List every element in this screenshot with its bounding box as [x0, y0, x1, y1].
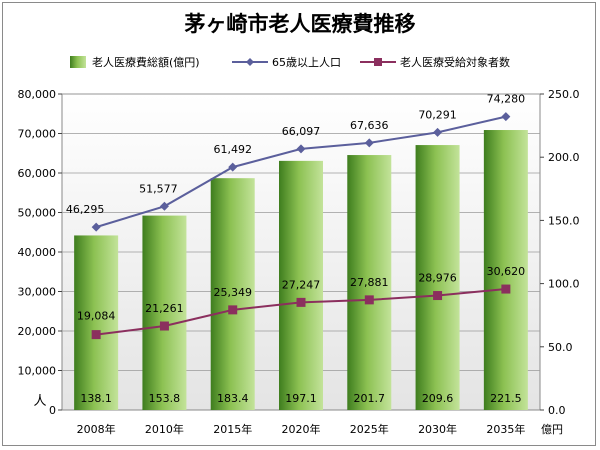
line-data-label: 27,247 [282, 278, 321, 291]
line-point [501, 112, 511, 122]
line-data-label: 70,291 [418, 108, 457, 121]
line-data-label: 61,492 [213, 143, 252, 156]
line-point [159, 201, 169, 211]
x-tick-label: 2030年 [418, 422, 457, 436]
legend-marker [374, 58, 382, 66]
line-point [433, 291, 443, 301]
right-tick-label: 250.0 [548, 88, 580, 101]
bar [142, 215, 187, 410]
left-tick-label: 0 [49, 404, 56, 417]
line-data-label: 74,280 [487, 93, 526, 106]
left-tick-label: 10,000 [18, 365, 57, 378]
legend-label: 老人医療受給対象者数 [400, 55, 510, 69]
x-tick-label: 2025年 [350, 422, 389, 436]
line-point [91, 330, 101, 340]
right-axis-unit: 億円 [541, 423, 563, 436]
right-tick-label: 0.0 [548, 404, 566, 417]
x-tick-label: 2020年 [282, 422, 321, 436]
line-point [364, 138, 374, 148]
line-point [433, 127, 443, 137]
line-point [159, 321, 169, 331]
bar-series: 138.1 153.8 183.4 197.1 201.7 209.6 221.5 [74, 130, 528, 411]
right-tick-label: 200.0 [548, 151, 580, 164]
bar-data-label: 209.6 [422, 392, 454, 405]
bar-data-label: 138.1 [80, 392, 112, 405]
bar [279, 160, 323, 410]
left-tick-label: 40,000 [18, 246, 57, 259]
line-data-label: 66,097 [282, 125, 321, 138]
right-tick-label: 50.0 [548, 341, 573, 354]
bar-data-label: 201.7 [354, 392, 386, 405]
line-point [296, 144, 306, 154]
right-tick-label: 150.0 [548, 214, 580, 227]
left-tick-label: 70,000 [18, 128, 57, 141]
line-data-label: 51,577 [139, 182, 178, 195]
right-axis-ticks: 0.0 50.0 100.0 150.0 200.0 250.0 [540, 88, 580, 417]
bar-data-label: 183.4 [217, 392, 249, 405]
line-data-label: 27,881 [350, 276, 389, 289]
x-tick-label: 2015年 [213, 422, 252, 436]
bar-data-label: 153.8 [149, 392, 181, 405]
left-axis-unit: 人 [33, 394, 46, 409]
bar-data-label: 221.5 [490, 392, 522, 405]
line-point [228, 162, 238, 172]
bar-data-label: 197.1 [285, 392, 317, 405]
left-tick-label: 20,000 [18, 325, 57, 338]
line-point [296, 297, 306, 307]
bar [415, 145, 460, 410]
chart-title: 茅ヶ崎市老人医療費推移 [185, 12, 416, 36]
left-axis-ticks: 0 10,000 20,000 30,000 40,000 50,000 60,000 70,… [18, 88, 62, 417]
legend-swatch-bar [70, 56, 86, 68]
line-point [364, 295, 374, 305]
line-data-label: 19,084 [77, 310, 116, 323]
line-data-label: 46,295 [66, 203, 105, 216]
bar [74, 235, 119, 410]
left-tick-label: 60,000 [18, 167, 57, 180]
legend-label: 老人医療費総額(億円) [92, 55, 200, 69]
x-tick-label: 2008年 [77, 422, 116, 436]
line-point [228, 305, 238, 315]
left-tick-label: 80,000 [18, 88, 57, 101]
x-tick-label: 2010年 [145, 422, 184, 436]
line-data-label: 67,636 [350, 119, 389, 132]
line-data-label: 21,261 [145, 302, 184, 315]
line-point [91, 222, 101, 232]
chart-legend: 老人医療費総額(億円) 65歳以上人口 老人医療受給対象者数 [70, 55, 510, 69]
x-tick-label: 2035年 [486, 422, 525, 436]
legend-label: 65歳以上人口 [272, 56, 341, 69]
bar [347, 155, 392, 410]
line-point [501, 284, 511, 294]
right-tick-label: 100.0 [548, 278, 580, 291]
line-data-label: 25,349 [213, 286, 252, 299]
x-axis-ticks: 2008年 2010年 2015年 2020年 2025年 2030年 2035年 [77, 422, 526, 436]
legend-marker [246, 58, 254, 66]
line-series: 46,295 51,577 61,492 66,097 67,636 70,291 74,2… [66, 93, 525, 340]
line-data-label: 30,620 [487, 265, 526, 278]
left-tick-label: 30,000 [18, 286, 57, 299]
left-tick-label: 50,000 [18, 207, 57, 220]
bar [483, 130, 528, 411]
bar [210, 178, 255, 410]
line-data-label: 28,976 [418, 272, 457, 285]
